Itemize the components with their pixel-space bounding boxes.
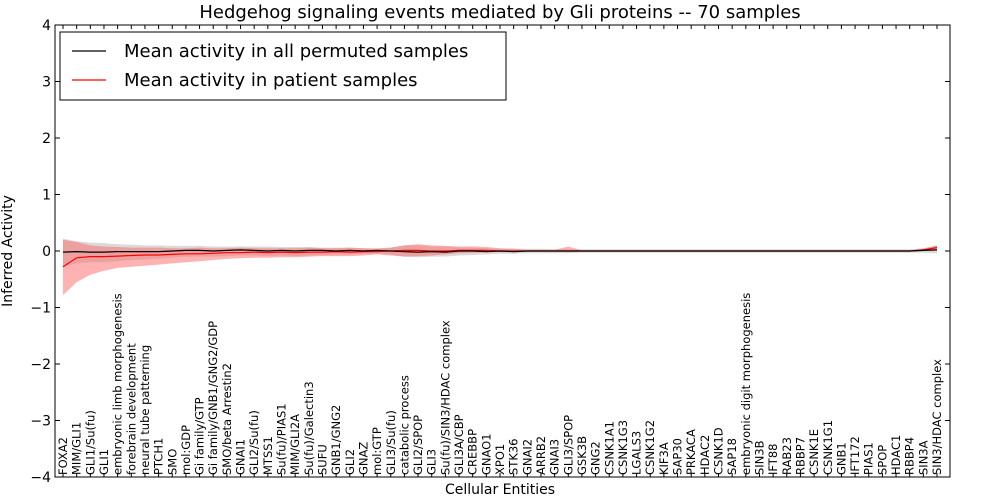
category-label: catabolic process	[397, 375, 411, 475]
category-label: PTCH1	[152, 438, 166, 475]
category-label: embryonic limb morphogenesis	[111, 293, 125, 475]
category-label: MTSS1	[261, 436, 275, 475]
category-label: SAP18	[725, 438, 739, 475]
category-label: KIF3A	[657, 442, 671, 475]
category-label: HDAC1	[889, 435, 903, 475]
category-label: GNAI2	[520, 439, 534, 475]
category-label: CREBBP	[466, 429, 480, 475]
category-label: SPOP	[875, 445, 889, 475]
category-label: mol:GTP	[370, 427, 384, 475]
category-label: GLI1/Su(fu)	[83, 410, 97, 475]
category-label: XPO1	[493, 444, 507, 475]
category-label: GNB1/GNG2	[329, 405, 343, 475]
category-label: SAP30	[671, 438, 685, 475]
category-label: GLI2/Su(fu)	[247, 410, 261, 475]
category-label: SIN3B	[753, 440, 767, 475]
category-label: RBBP7	[793, 437, 807, 475]
confidence-bands	[63, 238, 937, 296]
category-label: CSNK1D	[712, 427, 726, 475]
category-label: ARRB2	[534, 436, 548, 475]
category-label: RBBP4	[903, 437, 917, 475]
category-label: GLI3	[425, 449, 439, 475]
category-label: CSNK1G3	[616, 420, 630, 475]
category-label: GLI3/SPOP	[561, 415, 575, 475]
category-label: SMO	[165, 449, 179, 475]
chart-title: Hedgehog signaling events mediated by Gl…	[199, 2, 800, 23]
category-label: PIAS1	[862, 442, 876, 475]
category-label: LGALS3	[630, 431, 644, 475]
category-label: SIN3A	[916, 440, 930, 475]
category-label: Su(fu)/SIN3/HDAC complex	[438, 320, 452, 475]
category-label: GNAI3	[548, 439, 562, 475]
category-label: CSNK1G2	[643, 420, 657, 475]
legend: Mean activity in all permuted samples Me…	[59, 31, 507, 101]
y-tick-label: 1	[42, 188, 51, 204]
category-label: CSNK1A1	[602, 421, 616, 475]
category-label: RAB23	[780, 437, 794, 475]
category-label: GLI1	[97, 449, 111, 475]
plot-frame	[54, 24, 951, 478]
y-axis-label: Inferred Activity	[0, 195, 16, 307]
category-label: Su(fu)/Galectin3	[302, 381, 316, 475]
series-lines	[62, 247, 938, 268]
y-tick-label: 2	[42, 131, 51, 147]
category-label: Gi family/GNB1/GNG2/GDP	[206, 321, 220, 475]
y-tick-label: −1	[30, 301, 51, 317]
axis-ticks: −4 −3 −2 −1 0 1 2 3 4	[30, 18, 950, 486]
category-label: GLI2/SPOP	[411, 415, 425, 475]
category-label: MIM/GLI2A	[288, 414, 302, 475]
y-tick-label: 3	[42, 75, 51, 91]
category-label: GLI2	[343, 449, 357, 475]
category-label: SMO/beta Arrestin2	[220, 363, 234, 475]
category-label: CSNK1E	[807, 429, 821, 475]
legend-box	[59, 31, 507, 101]
legend-label-patient: Mean activity in patient samples	[124, 70, 418, 91]
category-label: GNAI1	[234, 439, 248, 475]
line-permuted	[62, 249, 938, 253]
category-label: CSNK1G1	[821, 420, 835, 475]
category-label: STK36	[507, 439, 521, 476]
category-labels: FOXA2 MIM/GLI1 GLI1/Su(fu) GLI1 embryonic li…	[56, 293, 944, 475]
category-label: MIM/GLI1	[70, 422, 84, 475]
category-label: GNB1	[834, 442, 848, 475]
band-permuted	[63, 238, 937, 267]
legend-label-permuted: Mean activity in all permuted samples	[124, 41, 468, 62]
x-axis-label: Cellular Entities	[445, 482, 555, 498]
category-label: FOXA2	[56, 437, 70, 475]
y-tick-label: −3	[30, 414, 51, 430]
category-label: HDAC2	[698, 435, 712, 475]
y-tick-label: 0	[42, 244, 51, 260]
category-label: IFT172	[848, 436, 862, 475]
category-label: GLI3A/CBP	[452, 414, 466, 475]
category-label: Su(fu)/PIAS1	[275, 403, 289, 475]
y-tick-label: −4	[30, 470, 51, 486]
category-label: mol:GDP	[179, 425, 193, 475]
category-label: GNAO1	[479, 433, 493, 475]
category-label: GNG2	[589, 441, 603, 475]
category-label: SUFU	[316, 444, 330, 475]
category-label: SIN3/HDAC complex	[930, 359, 944, 475]
category-label: GSK3B	[575, 436, 589, 475]
y-tick-label: −2	[30, 357, 51, 373]
category-label: neural tube patterning	[138, 345, 152, 475]
category-label: Gi family/GTP	[193, 397, 207, 475]
category-label: embryonic digit morphogenesis	[739, 293, 753, 475]
category-label: GNAZ	[356, 442, 370, 475]
band-patient	[63, 239, 937, 296]
y-tick-label: 4	[42, 18, 51, 34]
category-label: IFT88	[766, 444, 780, 475]
category-label: PRKACA	[684, 429, 698, 475]
category-label: forebrain development	[124, 343, 138, 475]
category-label: GLI3/Su(fu)	[384, 410, 398, 475]
